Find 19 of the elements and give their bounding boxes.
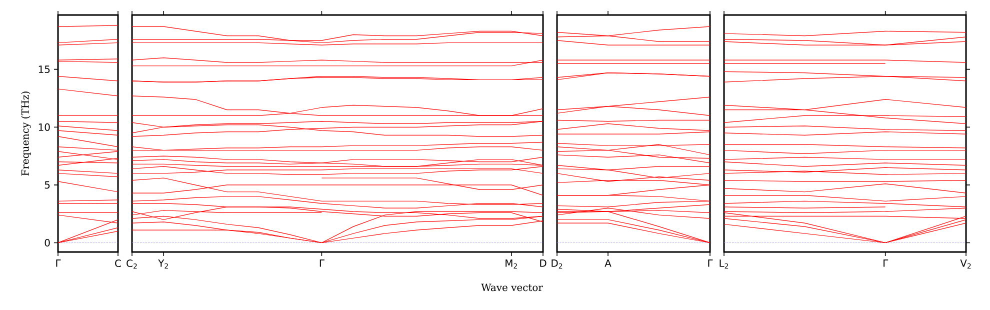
x-tick-label: Y$_{2}$ <box>158 260 168 269</box>
y-axis-title: Frequency (THz) <box>21 92 31 176</box>
y-tick-label: 5 <box>44 181 50 189</box>
y-tick-label: 10 <box>38 123 50 131</box>
x-tick-label: C$_{2}$ <box>126 260 137 269</box>
x-tick-label: Γ <box>884 260 888 267</box>
x-tick-label: L$_{2}$ <box>720 260 728 269</box>
x-tick-label: C <box>115 260 121 268</box>
x-tick-label: V$_{2}$ <box>960 260 971 269</box>
x-tick-label: A <box>604 260 612 267</box>
x-tick-label: M$_{2}$ <box>506 260 517 269</box>
x-axis-title: Wave vector <box>481 284 543 292</box>
x-tick-label: Γ <box>708 260 713 267</box>
y-tick-label: 15 <box>38 66 50 74</box>
x-tick-label: Γ <box>320 260 324 267</box>
x-tick-label: Γ <box>56 260 61 267</box>
x-tick-label: D <box>540 260 546 267</box>
y-tick-label: 0 <box>44 238 50 247</box>
x-tick-label: D$_{2}$ <box>552 260 562 269</box>
